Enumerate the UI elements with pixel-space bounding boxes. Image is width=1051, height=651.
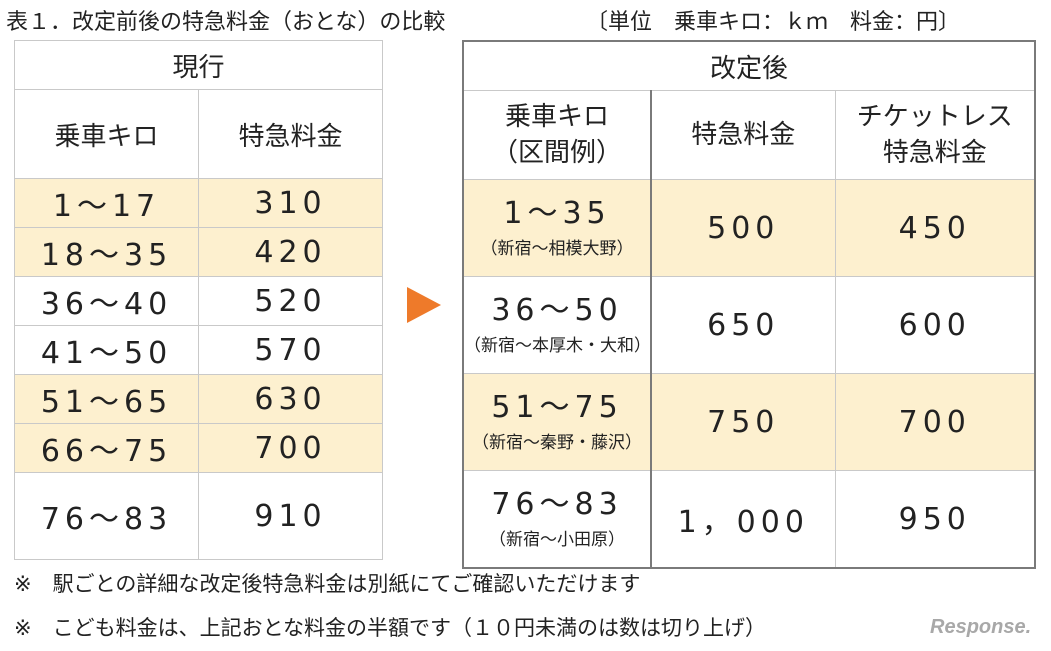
footnote: ※ こども料金は、上記おとな料金の半額です（１０円未満のは数は切り上げ） [14,616,766,640]
km-cell: 51～75 （新宿～秦野・藤沢） [462,373,652,471]
fee-cell: 420 [197,227,384,277]
fee-cell: 750 [650,373,836,471]
section-example: （新宿～秦野・藤沢） [472,433,642,453]
revised-col-ticketless: チケットレス 特急料金 [834,90,1036,180]
arrow-right-icon [407,287,441,323]
km-cell: 76～83 （新宿～小田原） [462,470,652,569]
revised-col-km-line2: （区間例） [491,138,622,168]
km-cell: 18～35 [14,227,199,277]
revised-col-ticketless-line1: チケットレス [856,101,1013,132]
response-watermark: Response. [930,616,1032,638]
section-example: （新宿～相模大野） [480,239,634,259]
fee-cell: 500 [650,179,836,277]
km-range: 1～35 [503,196,611,231]
footnote: ※ 駅ごとの詳細な改定後特急料金は別紙にてご確認いただけます [14,572,641,596]
km-cell: 76～83 [14,472,199,560]
table-row: 36～40 520 [14,276,384,326]
km-cell: 51～65 [14,374,199,424]
revised-col-fee: 特急料金 [650,90,836,180]
table-row: 66～75 700 [14,423,384,473]
ticketless-fee-cell: 950 [834,470,1036,569]
table-row: 1～17 310 [14,178,384,228]
section-example: （新宿～本厚木・大和） [464,336,651,356]
fee-cell: 700 [197,423,384,473]
table-row: 18～35 420 [14,227,384,277]
table-row: 36～50 （新宿～本厚木・大和） 650 600 [462,276,1036,374]
fee-cell: 910 [197,472,384,560]
fee-cell: 570 [197,325,384,375]
km-cell: 66～75 [14,423,199,473]
revised-col-ticketless-line2: 特急料金 [882,138,987,168]
fee-cell: 630 [197,374,384,424]
revised-fare-table: 改定後 乗車キロ （区間例） 特急料金 チケットレス 特急料金 1～35 （新宿… [462,40,1036,569]
km-cell: 36～40 [14,276,199,326]
caption-title: 表１．改定前後の特急料金（おとな）の比較 [6,10,446,35]
km-cell: 41～50 [14,325,199,375]
table-row: 51～65 630 [14,374,384,424]
fee-cell: 520 [197,276,384,326]
km-cell: 36～50 （新宿～本厚木・大和） [462,276,652,374]
fee-cell: 310 [197,178,384,228]
km-cell: 1～35 （新宿～相模大野） [462,179,652,277]
current-header: 現行 [13,40,384,90]
revised-header: 改定後 [462,40,1036,91]
caption-unit: 〔単位 乗車キロ：ｋｍ 料金：円〕 [586,10,961,35]
ticketless-fee-cell: 450 [834,179,1036,277]
current-col-fee: 特急料金 [197,89,384,179]
table-row: 76～83 （新宿～小田原） 1，000 950 [462,470,1036,569]
current-fare-table: 現行 乗車キロ 特急料金 1～17 310 18～35 420 36～40 52… [13,40,384,560]
fee-cell: 1，000 [650,470,836,569]
revised-col-km: 乗車キロ （区間例） [462,90,652,180]
table-row: 76～83 910 [14,472,384,560]
current-col-km: 乗車キロ [14,89,199,179]
table-row: 51～75 （新宿～秦野・藤沢） 750 700 [462,373,1036,471]
fee-cell: 650 [650,276,836,374]
km-cell: 1～17 [14,178,199,228]
table-row: 41～50 570 [14,325,384,375]
km-range: 76～83 [491,487,623,522]
table-caption: 表１．改定前後の特急料金（おとな）の比較 〔単位 乗車キロ：ｋｍ 料金：円〕 [6,4,960,36]
revised-col-km-line1: 乗車キロ [504,101,609,132]
km-range: 51～75 [491,390,623,425]
km-range: 36～50 [491,293,623,328]
ticketless-fee-cell: 600 [834,276,1036,374]
table-row: 1～35 （新宿～相模大野） 500 450 [462,179,1036,277]
ticketless-fee-cell: 700 [834,373,1036,471]
section-example: （新宿～小田原） [489,530,625,550]
